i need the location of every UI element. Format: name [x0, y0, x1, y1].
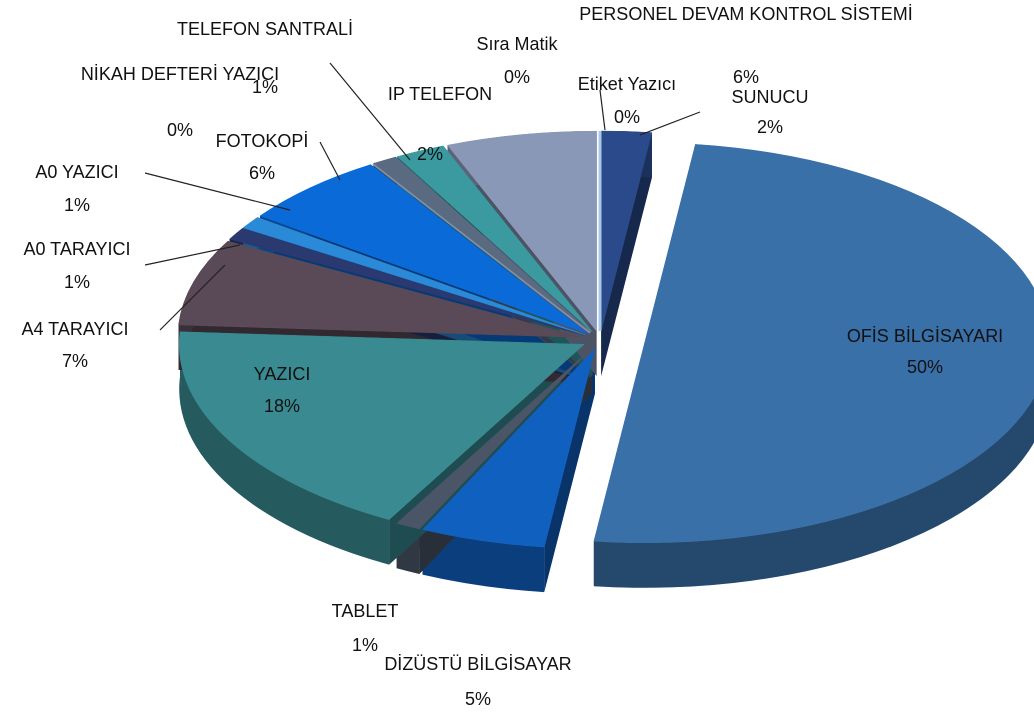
leader-line	[639, 111, 701, 136]
slice-value-label: 1%	[352, 635, 378, 655]
slice-label: A0 YAZICI	[35, 162, 118, 182]
slice	[242, 217, 586, 336]
slice-wall	[422, 529, 545, 593]
slice	[600, 130, 653, 332]
slice-label: A4 TARAYICI	[21, 319, 128, 339]
slice-side-shade	[601, 131, 652, 377]
slice-label: IP TELEFON	[388, 84, 492, 104]
leader-line	[144, 244, 241, 266]
slice-value-label: 7%	[62, 351, 88, 371]
slice-label: Etiket Yazıcı	[578, 74, 676, 94]
slice	[593, 144, 1034, 544]
slice-wall-shade	[422, 529, 545, 593]
slice	[396, 145, 593, 333]
slice-label: OFİS BİLGİSAYARI	[847, 326, 1003, 346]
leader-line	[319, 141, 341, 181]
leader-line	[144, 172, 291, 211]
slice	[373, 156, 592, 333]
slice-value-label: 5%	[465, 689, 491, 709]
slice-wall-shade	[179, 331, 390, 565]
slice-value-label: 50%	[907, 357, 943, 377]
slice	[422, 347, 596, 548]
leader-line	[159, 264, 226, 331]
slice-value-label: 6%	[249, 163, 275, 183]
slice	[447, 130, 597, 332]
slice-wall	[593, 144, 1034, 588]
slice	[259, 164, 588, 334]
slice-value-label: 0%	[614, 107, 640, 127]
slice	[396, 347, 593, 530]
slice-side	[601, 131, 652, 377]
slice-value-label: 0%	[167, 120, 193, 140]
slice	[229, 227, 585, 336]
slice-label: YAZICI	[254, 364, 311, 384]
slice-label: NİKAH DEFTERİ YAZICI	[81, 64, 279, 84]
slice-value-label: 2%	[757, 117, 783, 137]
slice-value-label: 1%	[252, 77, 278, 97]
slice-wall	[179, 331, 390, 565]
slice-value-label: 1%	[64, 272, 90, 292]
slice-value-label: 1%	[64, 195, 90, 215]
slice-value-label: 6%	[733, 67, 759, 87]
slice-wall-shade	[593, 144, 1034, 588]
slice-value-label: 18%	[264, 396, 300, 416]
leader-line	[329, 62, 411, 161]
leader-line	[599, 89, 606, 131]
slice-value-label: 2%	[417, 144, 443, 164]
slice-label: TABLET	[332, 601, 399, 621]
slice-label: FOTOKOPİ	[216, 131, 309, 151]
slice-label: DİZÜSTÜ BİLGİSAYAR	[384, 654, 571, 674]
slice-label: Sıra Matik	[476, 34, 558, 54]
labels: SUNUCU 2% OFİS BİLGİSAYARI 50% DİZÜSTÜ BİLGİ…	[21, 4, 1003, 709]
slice-label: TELEFON SANTRALİ	[177, 19, 353, 39]
slice	[179, 331, 585, 520]
slice-label: PERSONEL DEVAM KONTROL SİSTEMİ	[579, 4, 912, 24]
slice-label: A0 TARAYICI	[23, 239, 130, 259]
pie-tops	[178, 130, 1034, 548]
slice	[178, 240, 583, 338]
slice-value-label: 0%	[504, 67, 530, 87]
slice-label: SUNUCU	[731, 87, 808, 107]
